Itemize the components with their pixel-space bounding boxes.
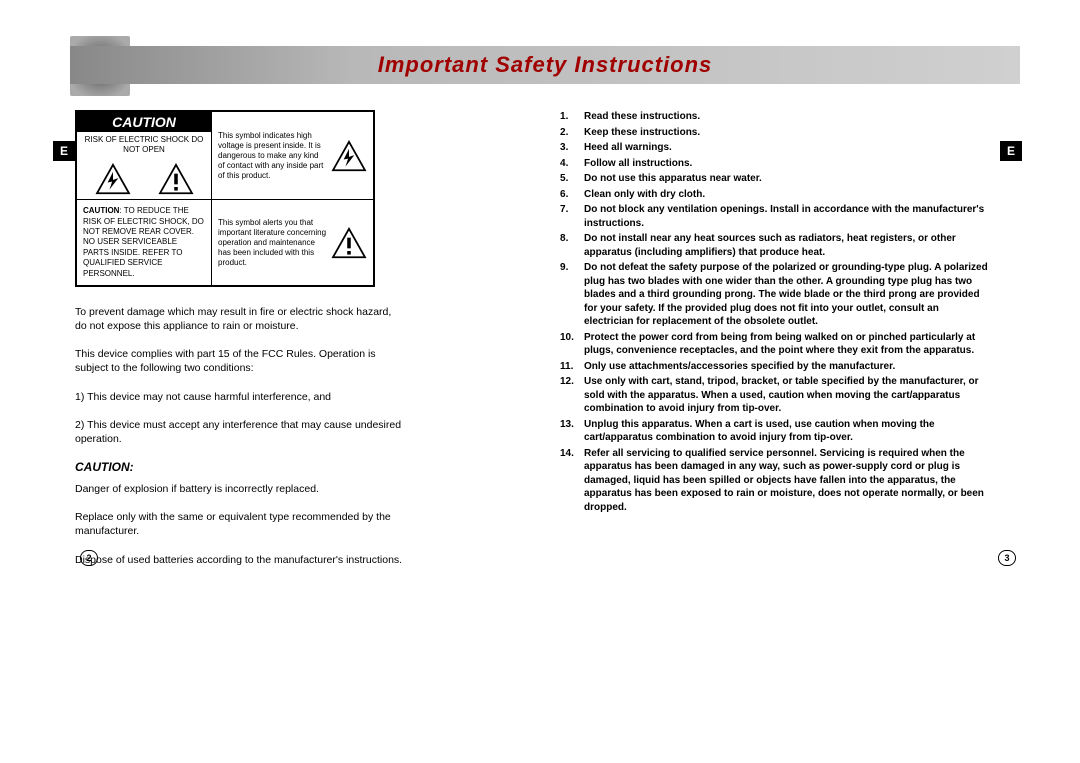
exclamation-triangle-icon [158,163,194,195]
paragraph: 1) This device may not cause harmful int… [75,390,545,404]
instruction-item: Do not block any ventilation openings. I… [560,203,990,230]
instruction-item: Follow all instructions. [560,157,990,171]
paragraph: Replace only with the same or equivalent… [75,510,545,538]
instruction-item: Use only with cart, stand, tripod, brack… [560,375,990,416]
page-number-left: 2 [80,550,98,566]
instruction-item: Do not install near any heat sources suc… [560,232,990,259]
paragraph: This device complies with part 15 of the… [75,347,545,375]
caution-box: CAUTION RISK OF ELECTRIC SHOCK DO NOT OP… [75,110,375,287]
caution-reduce-text: CAUTION: TO REDUCE THE RISK OF ELECTRIC … [77,200,212,285]
instruction-item: Keep these instructions. [560,126,990,140]
lightning-triangle-icon [331,140,367,172]
caution-risk-text: RISK OF ELECTRIC SHOCK DO NOT OPEN [77,132,211,157]
left-page: CAUTION RISK OF ELECTRIC SHOCK DO NOT OP… [75,110,545,581]
instruction-item: Clean only with dry cloth. [560,188,990,202]
instruction-item: Protect the power cord from being from b… [560,331,990,358]
header-title: Important Safety Instructions [378,52,713,78]
paragraph: To prevent damage which may result in fi… [75,305,545,333]
header-bar: Important Safety Instructions [70,46,1020,84]
bolt-description: This symbol indicates high voltage is pr… [218,131,327,181]
language-tab-left: E [53,141,75,161]
instruction-item: Read these instructions. [560,110,990,124]
caution-label: CAUTION [77,112,211,132]
instruction-item: Unplug this apparatus. When a cart is us… [560,418,990,445]
right-page: Read these instructions. Keep these instr… [560,110,1030,516]
instruction-item: Refer all servicing to qualified service… [560,447,990,515]
paragraph: Danger of explosion if battery is incorr… [75,482,545,496]
instruction-item: Heed all warnings. [560,141,990,155]
instruction-item: Do not use this apparatus near water. [560,172,990,186]
caution-heading: CAUTION: [75,460,545,474]
instruction-item: Only use attachments/accessories specifi… [560,360,990,374]
instructions-list: Read these instructions. Keep these instr… [560,110,1030,514]
page-number-right: 3 [998,550,1016,566]
lightning-triangle-icon [95,163,131,195]
paragraph: Dispose of used batteries according to t… [75,553,545,567]
exclamation-description: This symbol alerts you that important li… [218,218,327,268]
exclamation-triangle-icon [331,227,367,259]
instruction-item: Do not defeat the safety purpose of the … [560,261,990,329]
paragraph: 2) This device must accept any interfere… [75,418,545,446]
